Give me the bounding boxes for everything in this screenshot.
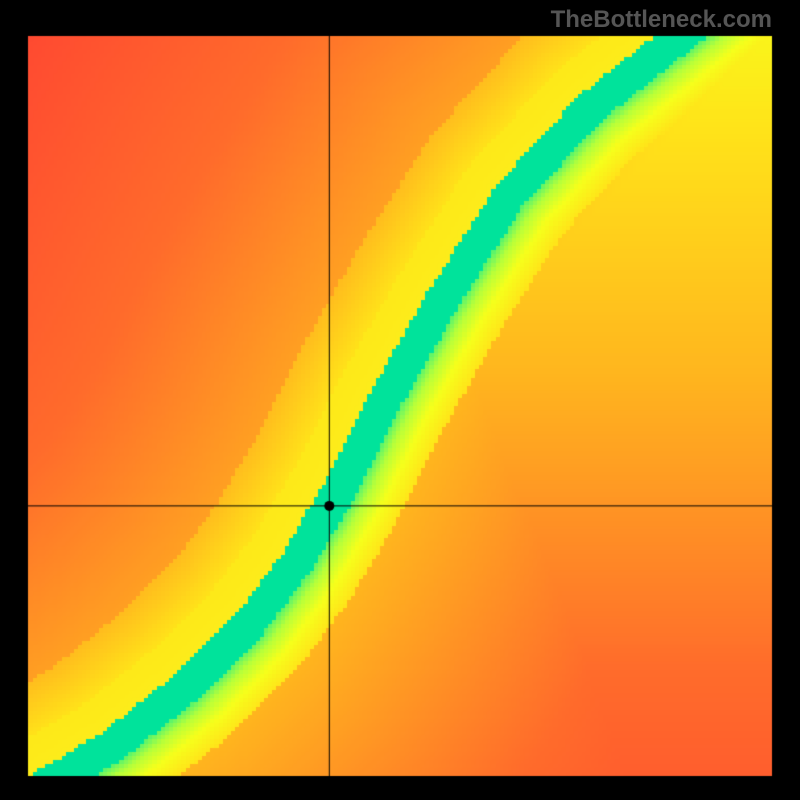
bottleneck-heatmap (0, 0, 800, 800)
figure-root: TheBottleneck.com (0, 0, 800, 800)
watermark-text: TheBottleneck.com (551, 6, 772, 34)
